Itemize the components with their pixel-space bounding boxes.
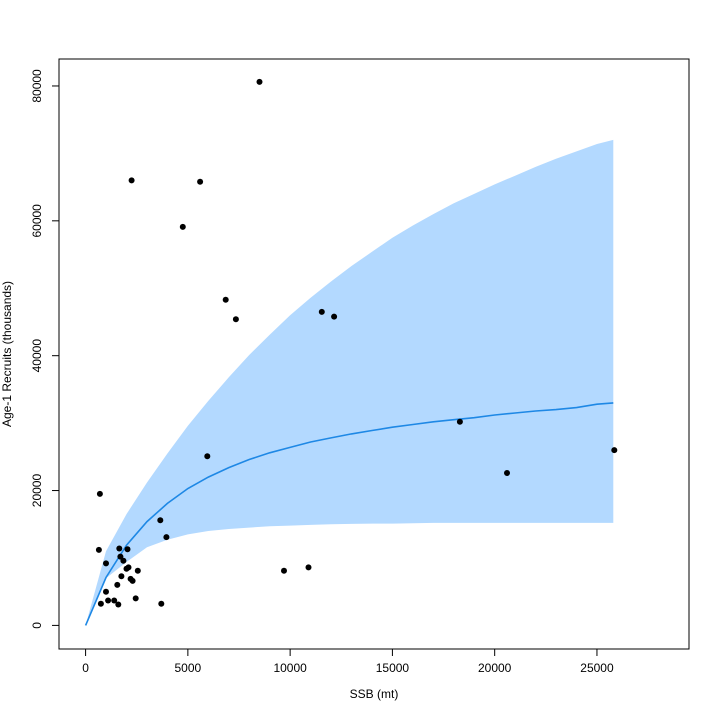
y-axis: 0 20000 40000 60000 80000	[30, 69, 60, 629]
y-tick-label: 0	[30, 622, 44, 629]
data-point	[115, 601, 122, 608]
y-tick-label: 80000	[30, 69, 44, 103]
data-point	[111, 597, 118, 604]
data-point	[222, 296, 229, 303]
y-tick-label: 60000	[30, 204, 44, 238]
data-point	[96, 490, 103, 497]
data-point	[197, 178, 204, 185]
data-point	[128, 177, 135, 184]
data-point	[331, 313, 338, 320]
data-point	[117, 553, 124, 560]
data-point	[124, 546, 131, 553]
y-axis-label: Age-1 Recruits (thousands)	[0, 281, 14, 427]
data-point	[120, 557, 127, 564]
y-tick-label: 20000	[30, 474, 44, 508]
x-tick-label: 15000	[376, 661, 410, 675]
data-point	[305, 564, 312, 571]
data-point	[318, 308, 325, 315]
data-point	[158, 600, 165, 607]
data-point	[118, 573, 125, 580]
data-point	[116, 545, 123, 552]
x-tick-label: 0	[82, 661, 89, 675]
x-tick-label: 20000	[478, 661, 512, 675]
fit-line	[84, 402, 614, 626]
data-point	[125, 564, 132, 571]
data-point	[232, 316, 239, 323]
data-point	[504, 470, 510, 476]
x-axis-label: SSB (mt)	[350, 687, 399, 701]
x-tick-label: 5000	[175, 661, 202, 675]
x-axis: 0 5000 10000 15000 20000 25000	[82, 648, 614, 675]
x-tick-label: 10000	[273, 661, 307, 675]
confidence-band-layer	[85, 139, 614, 626]
x-tick-label: 25000	[580, 661, 614, 675]
data-point	[105, 597, 112, 604]
data-point	[129, 577, 136, 584]
data-point	[163, 534, 170, 541]
data-point	[132, 595, 139, 602]
data-point	[157, 517, 164, 524]
data-point	[103, 588, 109, 595]
data-point	[611, 447, 618, 454]
data-point	[204, 453, 211, 460]
data-points-layer	[95, 78, 618, 608]
data-point	[95, 546, 102, 553]
data-point	[134, 567, 141, 574]
data-point	[114, 581, 121, 588]
y-tick-label: 40000	[30, 339, 44, 373]
data-point	[179, 223, 186, 230]
data-point	[281, 567, 287, 574]
data-point	[456, 418, 463, 425]
data-point	[97, 600, 104, 607]
data-point	[103, 560, 109, 567]
data-point	[256, 78, 263, 85]
confidence-band	[85, 139, 614, 626]
fit-line-layer	[84, 402, 614, 626]
